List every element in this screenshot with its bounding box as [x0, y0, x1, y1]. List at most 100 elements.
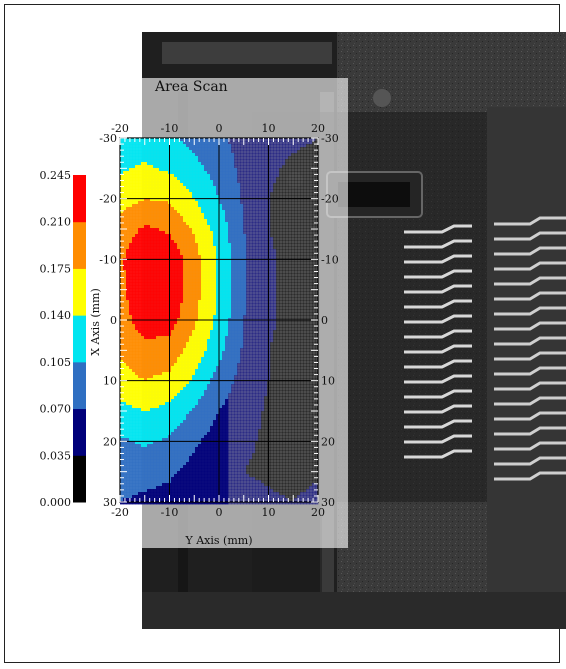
- contour-cell: [159, 228, 163, 232]
- contour-cell: [159, 162, 163, 166]
- contour-cell: [153, 204, 157, 208]
- contour-cell: [252, 210, 256, 214]
- contour-cell: [201, 180, 205, 184]
- contour-cell: [216, 348, 220, 352]
- contour-cell: [192, 243, 196, 247]
- contour-cell: [294, 252, 298, 256]
- contour-cell: [294, 321, 298, 325]
- contour-cell: [123, 339, 127, 343]
- contour-cell: [204, 297, 208, 301]
- contour-cell: [138, 153, 142, 157]
- contour-cell: [228, 309, 232, 313]
- contour-cell: [174, 276, 178, 280]
- contour-cell: [159, 339, 163, 343]
- contour-cell: [315, 222, 319, 226]
- contour-cell: [162, 300, 166, 304]
- contour-cell: [177, 357, 181, 361]
- contour-cell: [312, 252, 316, 256]
- contour-cell: [261, 315, 265, 319]
- contour-cell: [258, 192, 262, 196]
- contour-cell: [135, 183, 139, 187]
- contour-cell: [303, 342, 307, 346]
- vent-slot: [494, 441, 566, 451]
- contour-cell: [201, 240, 205, 244]
- contour-cell: [156, 219, 160, 223]
- contour-cell: [174, 144, 178, 148]
- contour-cell: [129, 228, 133, 232]
- contour-cell: [264, 264, 268, 268]
- contour-cell: [213, 351, 217, 355]
- contour-cell: [234, 267, 238, 271]
- contour-cell: [138, 264, 142, 268]
- contour-cell: [228, 351, 232, 355]
- contour-cell: [180, 180, 184, 184]
- contour-cell: [294, 288, 298, 292]
- contour-cell: [210, 219, 214, 223]
- contour-cell: [300, 177, 304, 181]
- contour-cell: [249, 228, 253, 232]
- contour-cell: [231, 156, 235, 160]
- contour-cell: [255, 270, 259, 274]
- contour-cell: [207, 150, 211, 154]
- contour-cell: [216, 192, 220, 196]
- contour-cell: [252, 198, 256, 202]
- contour-cell: [219, 282, 223, 286]
- contour-cell: [162, 141, 166, 145]
- contour-cell: [255, 180, 259, 184]
- contour-cell: [228, 156, 232, 160]
- contour-cell: [153, 315, 157, 319]
- contour-cell: [189, 225, 193, 229]
- contour-cell: [297, 186, 301, 190]
- contour-cell: [153, 240, 157, 244]
- contour-cell: [153, 195, 157, 199]
- contour-cell: [120, 138, 124, 142]
- contour-cell: [282, 195, 286, 199]
- contour-cell: [243, 237, 247, 241]
- contour-cell: [243, 261, 247, 265]
- contour-cell: [153, 216, 157, 220]
- contour-cell: [216, 273, 220, 277]
- contour-cell: [207, 282, 211, 286]
- contour-cell: [264, 222, 268, 226]
- contour-cell: [306, 312, 310, 316]
- contour-cell: [252, 162, 256, 166]
- contour-cell: [225, 240, 229, 244]
- contour-cell: [150, 291, 154, 295]
- contour-cell: [147, 285, 151, 289]
- contour-cell: [141, 144, 145, 148]
- contour-cell: [183, 321, 187, 325]
- contour-cell: [246, 156, 250, 160]
- contour-cell: [249, 207, 253, 211]
- contour-cell: [225, 252, 229, 256]
- contour-cell: [261, 153, 265, 157]
- contour-cell: [192, 276, 196, 280]
- contour-cell: [189, 309, 193, 313]
- contour-cell: [180, 300, 184, 304]
- contour-cell: [183, 351, 187, 355]
- contour-cell: [282, 267, 286, 271]
- contour-cell: [222, 357, 226, 361]
- contour-cell: [135, 264, 139, 268]
- contour-cell: [303, 153, 307, 157]
- contour-cell: [285, 240, 289, 244]
- contour-cell: [285, 138, 289, 142]
- contour-cell: [222, 300, 226, 304]
- contour-cell: [171, 315, 175, 319]
- contour-cell: [273, 204, 277, 208]
- contour-cell: [126, 195, 130, 199]
- contour-cell: [231, 165, 235, 169]
- contour-cell: [282, 360, 286, 364]
- contour-cell: [252, 261, 256, 265]
- contour-cell: [228, 189, 232, 193]
- contour-cell: [303, 285, 307, 289]
- contour-cell: [156, 279, 160, 283]
- contour-cell: [159, 285, 163, 289]
- contour-cell: [135, 255, 139, 259]
- contour-cell: [258, 273, 262, 277]
- contour-cell: [195, 159, 199, 163]
- contour-cell: [123, 342, 127, 346]
- contour-cell: [237, 231, 241, 235]
- contour-cell: [177, 333, 181, 337]
- contour-cell: [153, 219, 157, 223]
- contour-cell: [228, 162, 232, 166]
